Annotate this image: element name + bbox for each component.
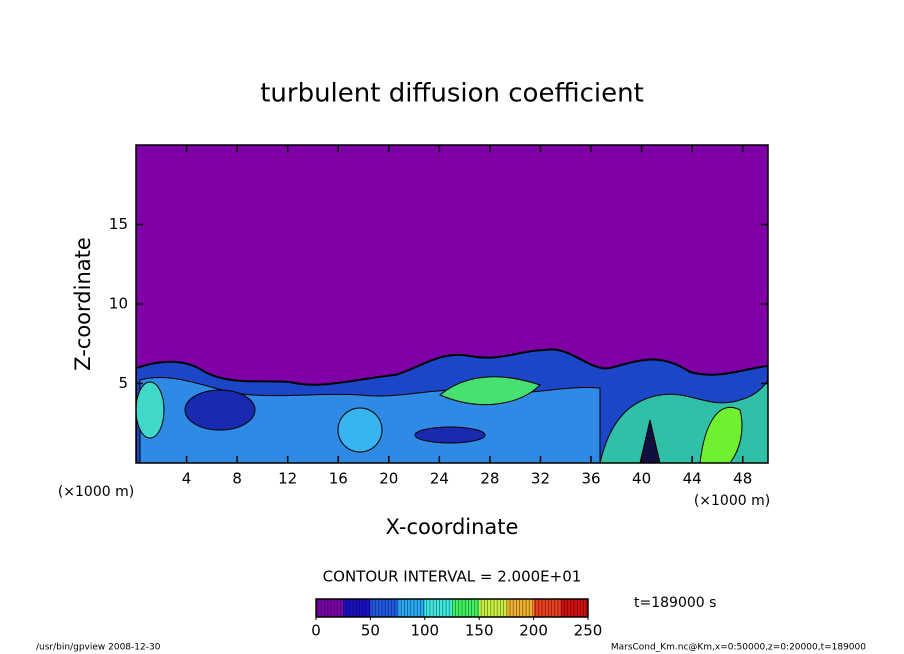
time-label: t=189000 s [634, 595, 716, 611]
colorbar-tick-label: 50 [361, 622, 380, 640]
y-tick-label: 15 [109, 215, 128, 233]
footer-left: /usr/bin/gpview 2008-12-30 [36, 643, 161, 653]
x-tick-label: 4 [182, 470, 192, 488]
x-tick-label: 20 [379, 470, 398, 488]
x-tick-label: 12 [278, 470, 297, 488]
x-tick-label: 40 [632, 470, 651, 488]
colorbar-segment [370, 599, 399, 617]
colorbar-segment [506, 599, 535, 617]
colorbar-tick-label: 250 [574, 622, 603, 640]
contour-interval: CONTOUR INTERVAL = 2.000E+01 [323, 568, 582, 586]
y-tick-label: 10 [109, 295, 128, 313]
colorbar-segment [316, 599, 344, 617]
colorbar-frame [315, 598, 589, 618]
x-tick-label: 28 [480, 470, 499, 488]
x-tick-label: 44 [683, 470, 702, 488]
colorbar-tick-label: 150 [465, 622, 494, 640]
x-unit: (×1000 m) [58, 484, 134, 500]
colorbar-segment [479, 599, 507, 617]
colorbar-segment [452, 599, 480, 617]
colorbar-tick-label: 200 [519, 622, 548, 640]
colorbar-segment [533, 599, 562, 617]
x-tick-label: 48 [733, 470, 752, 488]
colorbar-segment [560, 599, 589, 617]
colorbar-tick-label: 100 [410, 622, 439, 640]
x-tick-label: 32 [531, 470, 550, 488]
y-tick-label: 5 [118, 374, 128, 392]
footer-right: MarsCond_Km.nc@Km,x=0:50000,z=0:20000,t=… [611, 643, 866, 653]
colorbar-segment [343, 599, 371, 617]
y-axis-label: Z-coordinate [71, 237, 95, 371]
field [136, 145, 768, 463]
x-tick-label: 36 [581, 470, 600, 488]
y-unit: (×1000 m) [694, 493, 770, 509]
colorbar-segment [424, 599, 453, 617]
chart-title: turbulent diffusion coefficient [260, 79, 644, 109]
x-axis-label: X-coordinate [386, 515, 519, 539]
colorbar-segment [397, 599, 426, 617]
x-tick-label: 8 [232, 470, 242, 488]
x-tick-label: 16 [329, 470, 348, 488]
colorbar-tick-label: 0 [311, 622, 321, 640]
x-tick-label: 24 [430, 470, 449, 488]
